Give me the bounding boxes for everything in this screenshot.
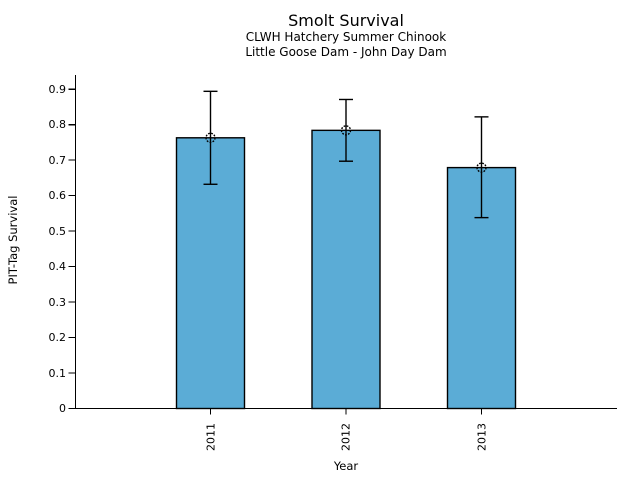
y-tick-label: 0.6 <box>48 189 67 203</box>
x-tick-label-2012: 2012 <box>339 423 353 451</box>
x-tick-label-2011: 2011 <box>204 423 217 451</box>
y-tick-label: 0.1 <box>48 366 67 380</box>
x-tick-label-2013: 2013 <box>475 423 488 451</box>
y-tick-label: 0.8 <box>48 118 67 132</box>
y-tick-label: 0.7 <box>48 153 67 167</box>
y-axis-label: PIT-Tag Survival <box>6 195 20 285</box>
bar-2012 <box>311 129 381 410</box>
y-tick-label: 0.2 <box>48 331 67 345</box>
y-tick-label: 0.4 <box>48 260 67 274</box>
chart-subtitle-line2: Little Goose Dam - John Day Dam <box>245 45 447 59</box>
y-tick-label: 0 <box>59 402 66 415</box>
y-tick-label: 0.5 <box>48 224 67 238</box>
chart-title: Smolt Survival <box>288 11 404 30</box>
x-axis-label: Year <box>333 459 359 473</box>
point-marker-2011 <box>205 132 216 143</box>
y-tick-label: 0.3 <box>48 295 67 309</box>
chart-subtitle-line1: CLWH Hatchery Summer Chinook <box>245 30 447 44</box>
point-marker-2013 <box>476 162 487 173</box>
point-marker-2012 <box>340 125 352 136</box>
y-tick-label: 0.9 <box>48 82 67 96</box>
